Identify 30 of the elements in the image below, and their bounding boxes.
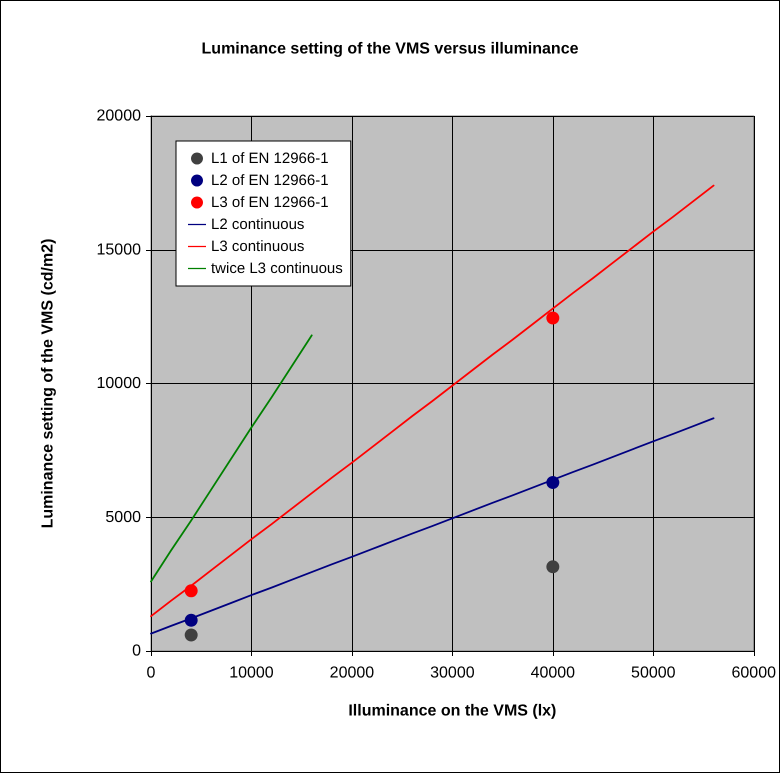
- legend-label: twice L3 continuous: [211, 260, 343, 277]
- legend-label: L2 of EN 12966-1: [211, 172, 329, 189]
- y-tick-label: 20000: [96, 108, 142, 124]
- chart-title: Luminance setting of the VMS versus illuminance: [202, 40, 579, 58]
- x-tick-label: 10000: [229, 664, 274, 682]
- legend-label: L3 continuous: [211, 238, 304, 255]
- x-tick-label: 20000: [330, 664, 374, 682]
- legend-label: L2 continuous: [211, 216, 304, 233]
- line-series: [150, 417, 714, 635]
- x-tick-label: 0: [146, 664, 156, 682]
- y-tick-label: 15000: [96, 241, 142, 258]
- y-tick-label: 0: [132, 642, 142, 660]
- y-tick-label: 10000: [96, 375, 142, 392]
- point: [184, 628, 198, 642]
- line-series: [150, 334, 313, 582]
- x-tick-label: 40000: [530, 664, 576, 682]
- x-axis-title: Illuminance on the VMS (lx): [348, 702, 556, 720]
- point: [546, 560, 560, 574]
- point: [184, 584, 198, 598]
- point: [546, 476, 560, 489]
- legend-label: L1 of EN 12966-1: [211, 150, 329, 167]
- x-tick-label: 30000: [430, 664, 475, 682]
- point: [184, 614, 198, 627]
- y-tick-label: 5000: [105, 508, 142, 526]
- x-tick-label: 50000: [631, 664, 676, 682]
- legend-label: L3 of EN 12966-1: [211, 194, 329, 211]
- x-tick-label: 60000: [732, 664, 776, 682]
- point: [546, 311, 560, 324]
- y-axis-title: Luminance setting of the VMS (cd/m2): [40, 238, 56, 528]
- line-series: [150, 184, 714, 618]
